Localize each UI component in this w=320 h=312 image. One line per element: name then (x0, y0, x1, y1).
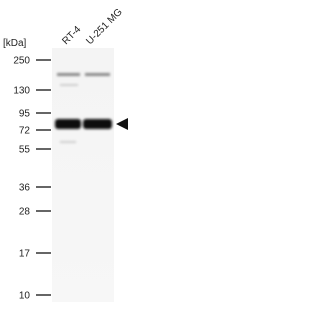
band (57, 73, 80, 76)
marker-label: 28 (19, 207, 31, 218)
lane-label: RT-4 (60, 24, 83, 47)
marker-label: 36 (19, 183, 31, 194)
unit-label: [kDa] (3, 38, 27, 49)
marker-label: 72 (19, 126, 31, 137)
lane-label: U-251 MG (84, 7, 125, 48)
bands (55, 73, 112, 143)
marker-label: 95 (19, 109, 31, 120)
marker-label: 10 (19, 291, 31, 302)
western-blot: [kDa] RT-4 U-251 MG 250 130 95 72 55 36 28 17 10 (3, 7, 128, 302)
marker-label: 250 (13, 56, 30, 67)
band (55, 119, 81, 129)
band (60, 141, 76, 143)
marker-label: 55 (19, 145, 31, 156)
marker-label: 130 (13, 86, 30, 97)
band (83, 119, 112, 129)
membrane (52, 48, 114, 302)
band (85, 73, 110, 76)
arrow (116, 118, 128, 130)
band (60, 84, 78, 86)
marker-label: 17 (19, 249, 31, 260)
